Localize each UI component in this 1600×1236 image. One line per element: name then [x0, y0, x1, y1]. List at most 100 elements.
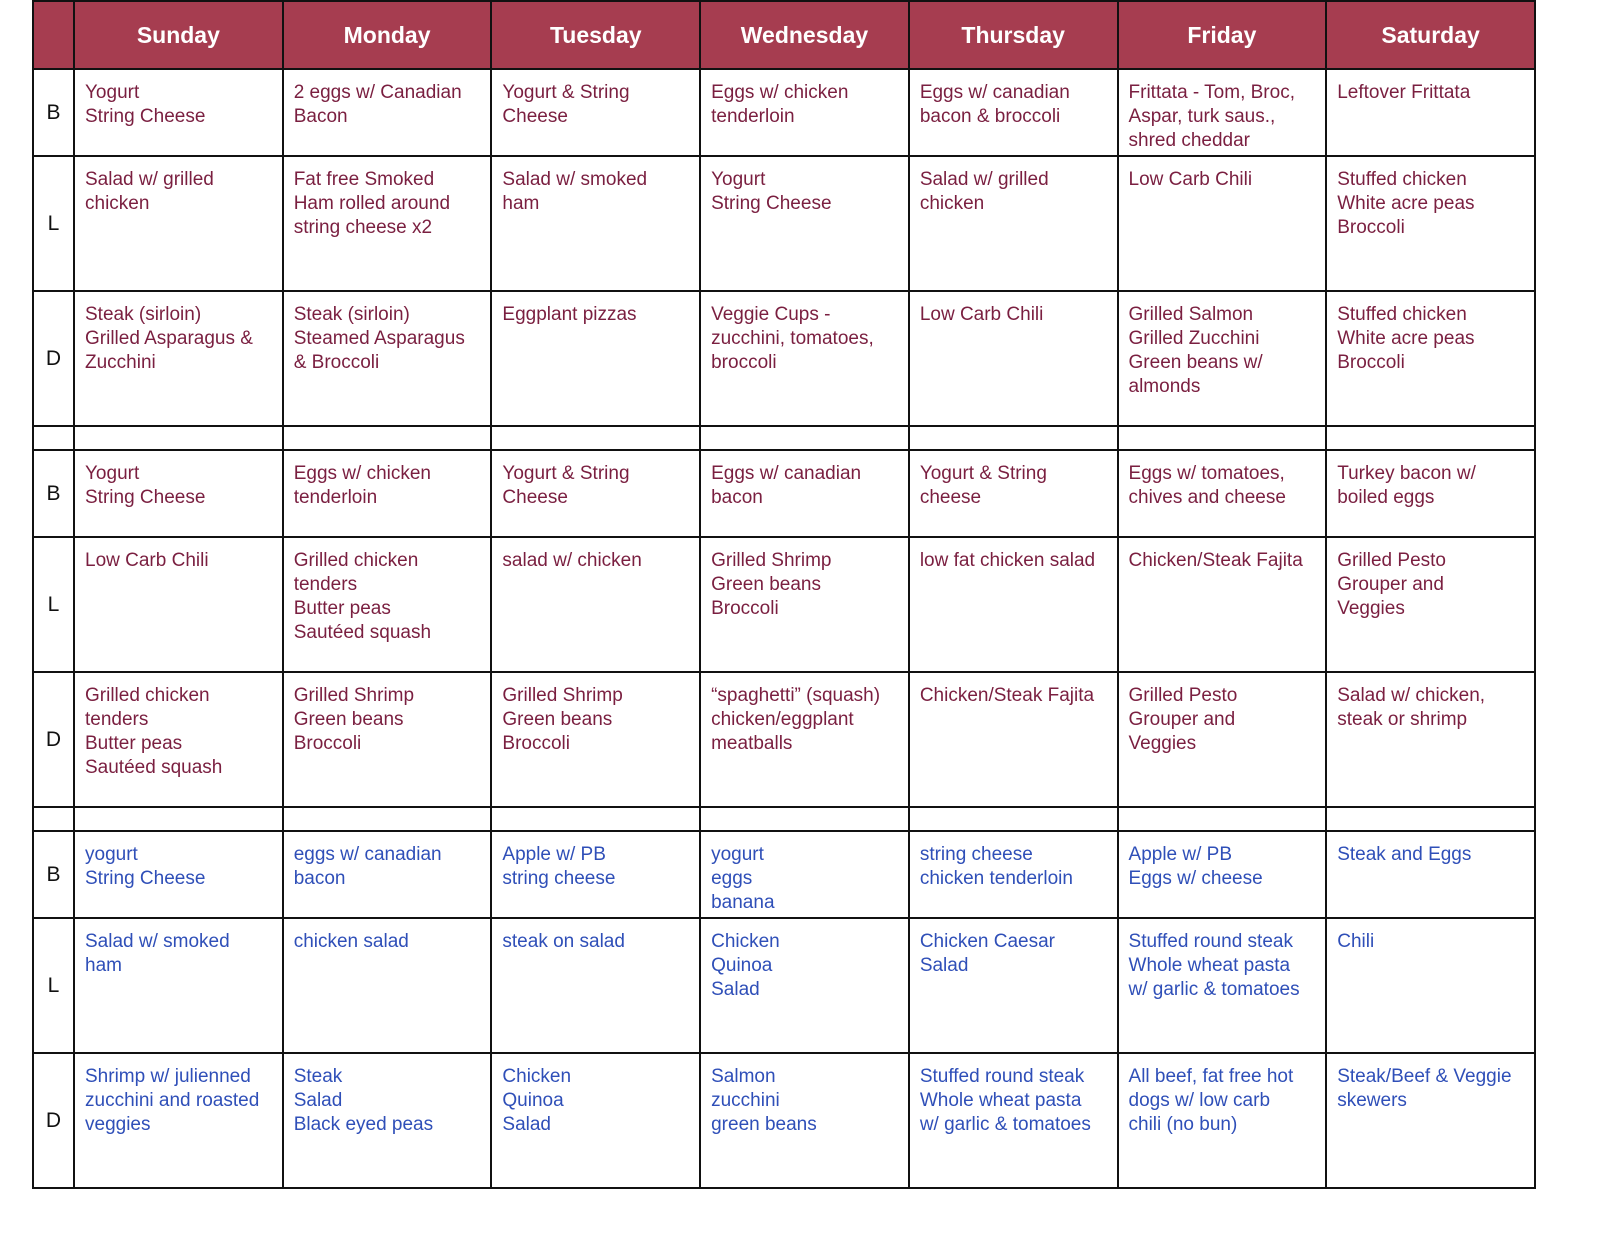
meal-cell-sunday: Yogurt String Cheese — [73, 449, 284, 538]
meal-cell-tuesday: Eggplant pizzas — [490, 290, 702, 427]
meal-cell-sunday: Grilled chicken tenders Butter peas Saut… — [73, 671, 284, 808]
meal-row-d: D Grilled chicken tenders Butter peas Sau… — [32, 671, 1536, 808]
meal-cell-tuesday: salad w/ chicken — [490, 536, 702, 673]
meal-cell-monday: eggs w/ canadian bacon — [281, 830, 493, 919]
meal-cell-sunday: Low Carb Chili — [73, 536, 284, 673]
meal-cell-saturday: Steak and Eggs — [1325, 830, 1536, 919]
meal-cell-tuesday: Grilled Shrimp Green beans Broccoli — [490, 671, 702, 808]
day-header-monday: Monday — [281, 0, 493, 70]
meal-cell-monday: Eggs w/ chicken tenderloin — [281, 449, 493, 538]
meal-cell-saturday: Leftover Frittata — [1325, 68, 1536, 157]
meal-cell-friday: Grilled Salmon Grilled Zucchini Green be… — [1116, 290, 1328, 427]
spacer-cell — [1116, 806, 1328, 832]
spacer-cell — [1325, 806, 1536, 832]
meal-cell-saturday: Stuffed chicken White acre peas Broccoli — [1325, 290, 1536, 427]
meal-cell-friday: Low Carb Chili — [1116, 155, 1328, 292]
meal-plan-table: Sunday Monday Tuesday Wednesday Thursday Frid… — [32, 0, 1536, 1189]
meal-cell-monday: Grilled Shrimp Green beans Broccoli — [281, 671, 493, 808]
meal-cell-tuesday: Apple w/ PB string cheese — [490, 830, 702, 919]
meal-cell-thursday: Salad w/ grilled chicken — [907, 155, 1119, 292]
meal-cell-wednesday: Grilled Shrimp Green beans Broccoli — [699, 536, 910, 673]
meal-row-l: L Salad w/ smoked ham chicken salad steak o… — [32, 917, 1536, 1054]
meal-cell-monday: Steak Salad Black eyed peas — [281, 1052, 493, 1189]
meal-cell-friday: Frittata - Tom, Broc, Aspar, turk saus.,… — [1116, 68, 1328, 157]
meal-row-l: L Salad w/ grilled chicken Fat free Smoked… — [32, 155, 1536, 292]
meal-cell-sunday: Steak (sirloin) Grilled Asparagus & Zucc… — [73, 290, 284, 427]
meal-label: L — [32, 155, 75, 292]
meal-cell-saturday: Chili — [1325, 917, 1536, 1054]
meal-label: D — [32, 290, 75, 427]
day-header-saturday: Saturday — [1325, 0, 1536, 70]
meal-cell-wednesday: Salmon zucchini green beans — [699, 1052, 910, 1189]
meal-cell-thursday: Chicken/Steak Fajita — [907, 671, 1119, 808]
meal-label: B — [32, 68, 75, 157]
meal-label: L — [32, 917, 75, 1054]
meal-row-b: B Yogurt String Cheese Eggs w/ chicken ten… — [32, 449, 1536, 538]
spacer-cell — [490, 425, 702, 451]
meal-cell-friday: All beef, fat free hot dogs w/ low carb … — [1116, 1052, 1328, 1189]
meal-cell-tuesday: steak on salad — [490, 917, 702, 1054]
meal-cell-sunday: yogurt String Cheese — [73, 830, 284, 919]
meal-cell-tuesday: Chicken Quinoa Salad — [490, 1052, 702, 1189]
meal-cell-saturday: Salad w/ chicken, steak or shrimp — [1325, 671, 1536, 808]
spacer-cell — [1116, 425, 1328, 451]
meal-label: B — [32, 449, 75, 538]
meal-cell-saturday: Grilled Pesto Grouper and Veggies — [1325, 536, 1536, 673]
meal-cell-wednesday: “spaghetti” (squash) chicken/eggplant me… — [699, 671, 910, 808]
meal-cell-sunday: Salad w/ smoked ham — [73, 917, 284, 1054]
spacer-cell — [699, 806, 910, 832]
meal-cell-tuesday: Yogurt & String Cheese — [490, 68, 702, 157]
meal-cell-sunday: Shrimp w/ julienned zucchini and roasted… — [73, 1052, 284, 1189]
meal-cell-tuesday: Yogurt & String Cheese — [490, 449, 702, 538]
spacer-cell — [281, 425, 493, 451]
meal-row-d: D Shrimp w/ julienned zucchini and roaste… — [32, 1052, 1536, 1189]
day-header-wednesday: Wednesday — [699, 0, 910, 70]
day-header-thursday: Thursday — [907, 0, 1119, 70]
meal-label: B — [32, 830, 75, 919]
spacer-cell — [907, 806, 1119, 832]
meal-cell-friday: Grilled Pesto Grouper and Veggies — [1116, 671, 1328, 808]
meal-cell-wednesday: Eggs w/ canadian bacon — [699, 449, 910, 538]
week-spacer-row — [32, 425, 1536, 451]
meal-cell-tuesday: Salad w/ smoked ham — [490, 155, 702, 292]
week-spacer-row — [32, 806, 1536, 832]
meal-label: L — [32, 536, 75, 673]
meal-cell-monday: chicken salad — [281, 917, 493, 1054]
meal-cell-wednesday: Veggie Cups - zucchini, tomatoes, brocco… — [699, 290, 910, 427]
meal-cell-monday: 2 eggs w/ Canadian Bacon — [281, 68, 493, 157]
day-header-friday: Friday — [1116, 0, 1328, 70]
meal-row-b: B Yogurt String Cheese 2 eggs w/ Canadian … — [32, 68, 1536, 157]
meal-cell-wednesday: Eggs w/ chicken tenderloin — [699, 68, 910, 157]
meal-cell-thursday: Eggs w/ canadian bacon & broccoli — [907, 68, 1119, 157]
meal-cell-saturday: Stuffed chicken White acre peas Broccoli — [1325, 155, 1536, 292]
spacer-cell — [32, 806, 75, 832]
meal-cell-monday: Fat free Smoked Ham rolled around string… — [281, 155, 493, 292]
spacer-cell — [490, 806, 702, 832]
header-row: Sunday Monday Tuesday Wednesday Thursday Frid… — [32, 0, 1536, 70]
spacer-cell — [281, 806, 493, 832]
meal-row-l: L Low Carb Chili Grilled chicken tenders B… — [32, 536, 1536, 673]
meal-cell-monday: Grilled chicken tenders Butter peas Saut… — [281, 536, 493, 673]
meal-label: D — [32, 671, 75, 808]
meal-cell-friday: Stuffed round steak Whole wheat pasta w/… — [1116, 917, 1328, 1054]
meal-cell-thursday: low fat chicken salad — [907, 536, 1119, 673]
meal-cell-thursday: Yogurt & String cheese — [907, 449, 1119, 538]
meal-cell-wednesday: Chicken Quinoa Salad — [699, 917, 910, 1054]
meal-cell-thursday: Chicken Caesar Salad — [907, 917, 1119, 1054]
meal-cell-thursday: string cheese chicken tenderloin — [907, 830, 1119, 919]
meal-cell-wednesday: yogurt eggs banana — [699, 830, 910, 919]
spacer-cell — [73, 425, 284, 451]
spacer-cell — [907, 425, 1119, 451]
meal-cell-wednesday: Yogurt String Cheese — [699, 155, 910, 292]
meal-cell-friday: Chicken/Steak Fajita — [1116, 536, 1328, 673]
meal-cell-sunday: Yogurt String Cheese — [73, 68, 284, 157]
meal-row-d: D Steak (sirloin) Grilled Asparagus & Zuc… — [32, 290, 1536, 427]
meal-cell-thursday: Low Carb Chili — [907, 290, 1119, 427]
meal-cell-thursday: Stuffed round steak Whole wheat pasta w/… — [907, 1052, 1119, 1189]
header-corner — [32, 0, 75, 70]
meal-label: D — [32, 1052, 75, 1189]
spacer-cell — [699, 425, 910, 451]
meal-cell-friday: Apple w/ PB Eggs w/ cheese — [1116, 830, 1328, 919]
meal-cell-saturday: Turkey bacon w/ boiled eggs — [1325, 449, 1536, 538]
